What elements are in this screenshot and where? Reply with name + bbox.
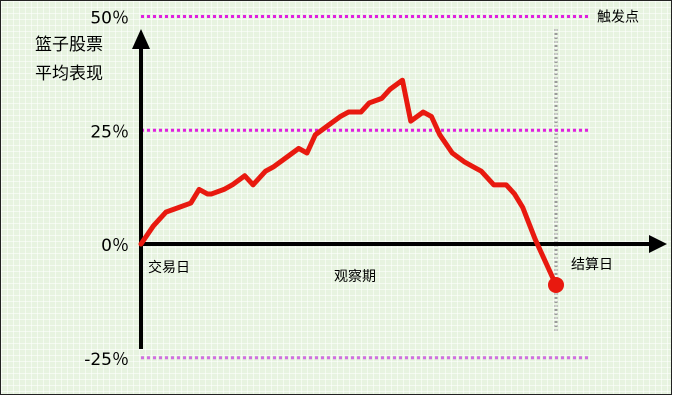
- reference-line-label-0: 触发点: [597, 10, 639, 26]
- basket-performance-line: [138, 77, 559, 288]
- y-axis-label-line-2: 平均表现: [35, 64, 103, 84]
- settlement-point: [548, 276, 564, 293]
- y-tick-label-3: -25％: [84, 350, 129, 370]
- y-axis-arrow: [132, 29, 150, 49]
- y-tick-label-1: 25％: [90, 122, 129, 142]
- y-axis-label-line-1: 篮子股票: [35, 35, 103, 55]
- x-start-label: 交易日: [148, 259, 190, 276]
- y-tick-label-2: 0％: [101, 236, 129, 256]
- x-axis-label: 观察期: [334, 268, 376, 285]
- x-axis-arrow: [649, 235, 667, 253]
- y-tick-label-0: 50％: [90, 9, 129, 29]
- x-end-label: 结算日: [571, 257, 613, 273]
